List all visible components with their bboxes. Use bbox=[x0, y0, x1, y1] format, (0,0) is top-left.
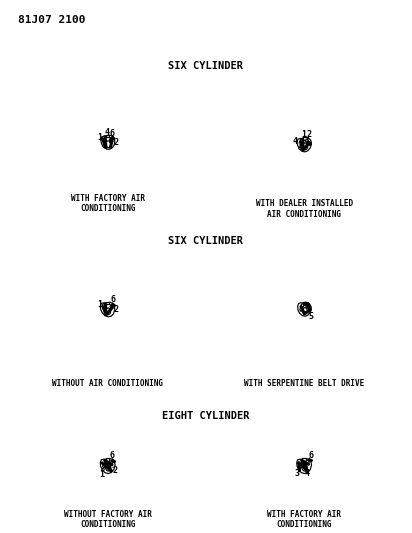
Circle shape bbox=[104, 309, 106, 311]
Polygon shape bbox=[297, 458, 311, 473]
Circle shape bbox=[105, 461, 107, 464]
Text: 4: 4 bbox=[105, 128, 110, 137]
Text: 4: 4 bbox=[304, 470, 309, 479]
Text: 2: 2 bbox=[307, 130, 311, 139]
Circle shape bbox=[110, 461, 112, 465]
Text: SIX CYLINDER: SIX CYLINDER bbox=[169, 61, 243, 71]
Circle shape bbox=[306, 139, 308, 142]
Circle shape bbox=[302, 464, 307, 471]
Text: 6: 6 bbox=[110, 128, 115, 138]
Text: 5: 5 bbox=[308, 312, 313, 321]
Text: WITH FACTORY AIR
CONDITIONING: WITH FACTORY AIR CONDITIONING bbox=[267, 510, 341, 529]
Circle shape bbox=[306, 304, 308, 307]
Bar bbox=[303, 137, 307, 140]
Circle shape bbox=[299, 147, 301, 150]
Polygon shape bbox=[297, 138, 311, 152]
Circle shape bbox=[110, 305, 113, 308]
Circle shape bbox=[302, 461, 304, 464]
Circle shape bbox=[300, 143, 303, 147]
Text: WITH FACTORY AIR
CONDITIONING: WITH FACTORY AIR CONDITIONING bbox=[71, 194, 145, 214]
Bar bbox=[303, 302, 307, 304]
Text: 81J07 2100: 81J07 2100 bbox=[18, 14, 85, 25]
Text: WITHOUT FACTORY AIR
CONDITIONING: WITHOUT FACTORY AIR CONDITIONING bbox=[64, 510, 152, 529]
Text: WITH SERPENTINE BELT DRIVE: WITH SERPENTINE BELT DRIVE bbox=[244, 379, 364, 389]
Circle shape bbox=[112, 459, 114, 462]
Circle shape bbox=[103, 464, 105, 467]
Polygon shape bbox=[100, 302, 115, 317]
Circle shape bbox=[103, 304, 105, 308]
Circle shape bbox=[105, 308, 110, 314]
Text: 6: 6 bbox=[308, 450, 313, 459]
Text: 1: 1 bbox=[301, 130, 306, 139]
Circle shape bbox=[298, 468, 300, 471]
Text: 2: 2 bbox=[113, 138, 119, 147]
Circle shape bbox=[105, 141, 111, 148]
Circle shape bbox=[104, 141, 106, 144]
Text: EIGHT CYLINDER: EIGHT CYLINDER bbox=[162, 411, 250, 421]
Text: WITH DEALER INSTALLED
AIR CONDITIONING: WITH DEALER INSTALLED AIR CONDITIONING bbox=[256, 199, 353, 219]
Text: 1: 1 bbox=[97, 133, 103, 142]
Polygon shape bbox=[100, 458, 115, 473]
Text: WITHOUT AIR CONDITIONING: WITHOUT AIR CONDITIONING bbox=[52, 379, 163, 389]
Text: 4: 4 bbox=[293, 137, 298, 146]
Bar bbox=[106, 302, 110, 304]
Text: 6: 6 bbox=[110, 295, 115, 304]
Bar bbox=[302, 458, 306, 461]
Text: 2: 2 bbox=[112, 466, 117, 475]
Circle shape bbox=[105, 464, 111, 471]
Text: 3: 3 bbox=[294, 469, 299, 478]
Circle shape bbox=[110, 138, 112, 141]
Circle shape bbox=[309, 459, 311, 461]
Circle shape bbox=[112, 136, 114, 139]
Text: 2: 2 bbox=[113, 305, 119, 314]
Bar bbox=[106, 134, 110, 138]
Text: 6: 6 bbox=[110, 451, 115, 460]
Circle shape bbox=[300, 308, 302, 311]
Polygon shape bbox=[297, 302, 311, 316]
Circle shape bbox=[300, 139, 303, 142]
Circle shape bbox=[103, 144, 105, 147]
Circle shape bbox=[299, 464, 302, 467]
Circle shape bbox=[302, 143, 308, 150]
Circle shape bbox=[102, 136, 105, 141]
Circle shape bbox=[302, 308, 307, 314]
Text: 1: 1 bbox=[99, 470, 104, 479]
Polygon shape bbox=[101, 135, 115, 149]
Bar bbox=[106, 458, 110, 461]
Circle shape bbox=[301, 304, 304, 307]
Text: 1: 1 bbox=[97, 300, 103, 309]
Circle shape bbox=[112, 303, 114, 306]
Circle shape bbox=[308, 142, 311, 146]
Circle shape bbox=[306, 460, 309, 464]
Circle shape bbox=[308, 306, 311, 310]
Circle shape bbox=[102, 468, 104, 471]
Text: SIX CYLINDER: SIX CYLINDER bbox=[169, 236, 243, 246]
